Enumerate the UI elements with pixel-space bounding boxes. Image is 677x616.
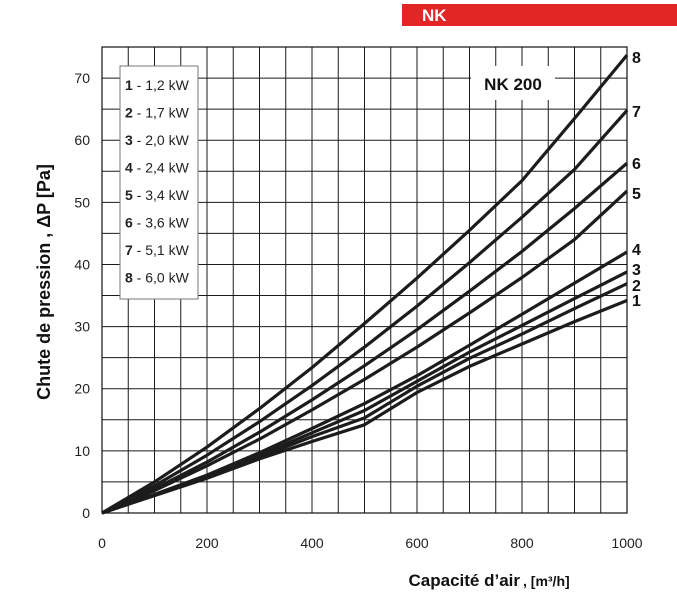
y-tick-label: 50 (74, 194, 90, 210)
series-line-4 (101, 250, 628, 515)
x-axis-unit: , [m³/h] (523, 573, 570, 589)
series-end-label: 7 (632, 104, 641, 121)
legend-entry: 1 - 1,2 kW (125, 77, 190, 93)
grid (101, 46, 628, 514)
y-tick-label: 40 (74, 256, 90, 272)
series-end-label: 8 (632, 50, 641, 67)
plot-frame (101, 46, 628, 514)
x-tick-label: 1000 (611, 535, 642, 551)
legend-entry: 2 - 1,7 kW (125, 105, 190, 121)
series-end-label: 6 (632, 156, 641, 173)
series-end-label: 4 (632, 242, 641, 259)
legend: 1 - 1,2 kW 2 - 1,7 kW 3 - 2,0 kW 4 - 2,4 kW… (119, 65, 199, 300)
legend-entry: 5 - 3,4 kW (125, 187, 190, 203)
legend-entry: 3 - 2,0 kW (125, 132, 190, 148)
y-tick-label: 30 (74, 319, 90, 335)
series-end-label: 5 (632, 186, 641, 203)
y-axis-label: Chute de pression , ΔP [Pa] (34, 164, 54, 400)
series-line-7 (101, 109, 629, 515)
header-bar: NK (402, 4, 677, 26)
series-line-6 (101, 161, 629, 515)
y-tick-label: 70 (74, 70, 90, 86)
x-tick-label: 0 (98, 535, 106, 551)
chart-title: NK 200 (484, 75, 542, 94)
x-tick-label: 600 (405, 535, 429, 551)
series-end-label: 3 (632, 262, 641, 279)
series-end-label: 1 (632, 293, 641, 310)
x-tick-label: 400 (300, 535, 324, 551)
series-end-labels: 123 4 5 6 7 8 (632, 50, 641, 310)
y-tick-label: 0 (82, 505, 90, 521)
x-tick-label: 800 (510, 535, 534, 551)
series-line-5 (101, 189, 629, 515)
chart-title-background (471, 66, 555, 100)
x-axis-label: Capacité d’air (409, 571, 521, 590)
legend-entry: 7 - 5,1 kW (125, 242, 190, 258)
y-tick-label: 20 (74, 381, 90, 397)
series-end-label: 2 (632, 278, 641, 295)
header-label: NK (422, 6, 447, 25)
tick-labels: 0 200 400 600 800 1000 0 10 20 30 40 50 60 70 (74, 70, 642, 551)
legend-entry: 6 - 3,6 kW (125, 215, 190, 231)
series-lines (101, 54, 629, 515)
legend-entry: 4 - 2,4 kW (125, 160, 190, 176)
y-tick-label: 60 (74, 132, 90, 148)
series-line-8 (101, 54, 629, 515)
y-tick-label: 10 (74, 443, 90, 459)
chart-title-box: NK 200 (471, 66, 555, 100)
legend-box (119, 65, 199, 300)
legend-entry: 8 - 6,0 kW (125, 270, 190, 286)
x-tick-label: 200 (195, 535, 219, 551)
